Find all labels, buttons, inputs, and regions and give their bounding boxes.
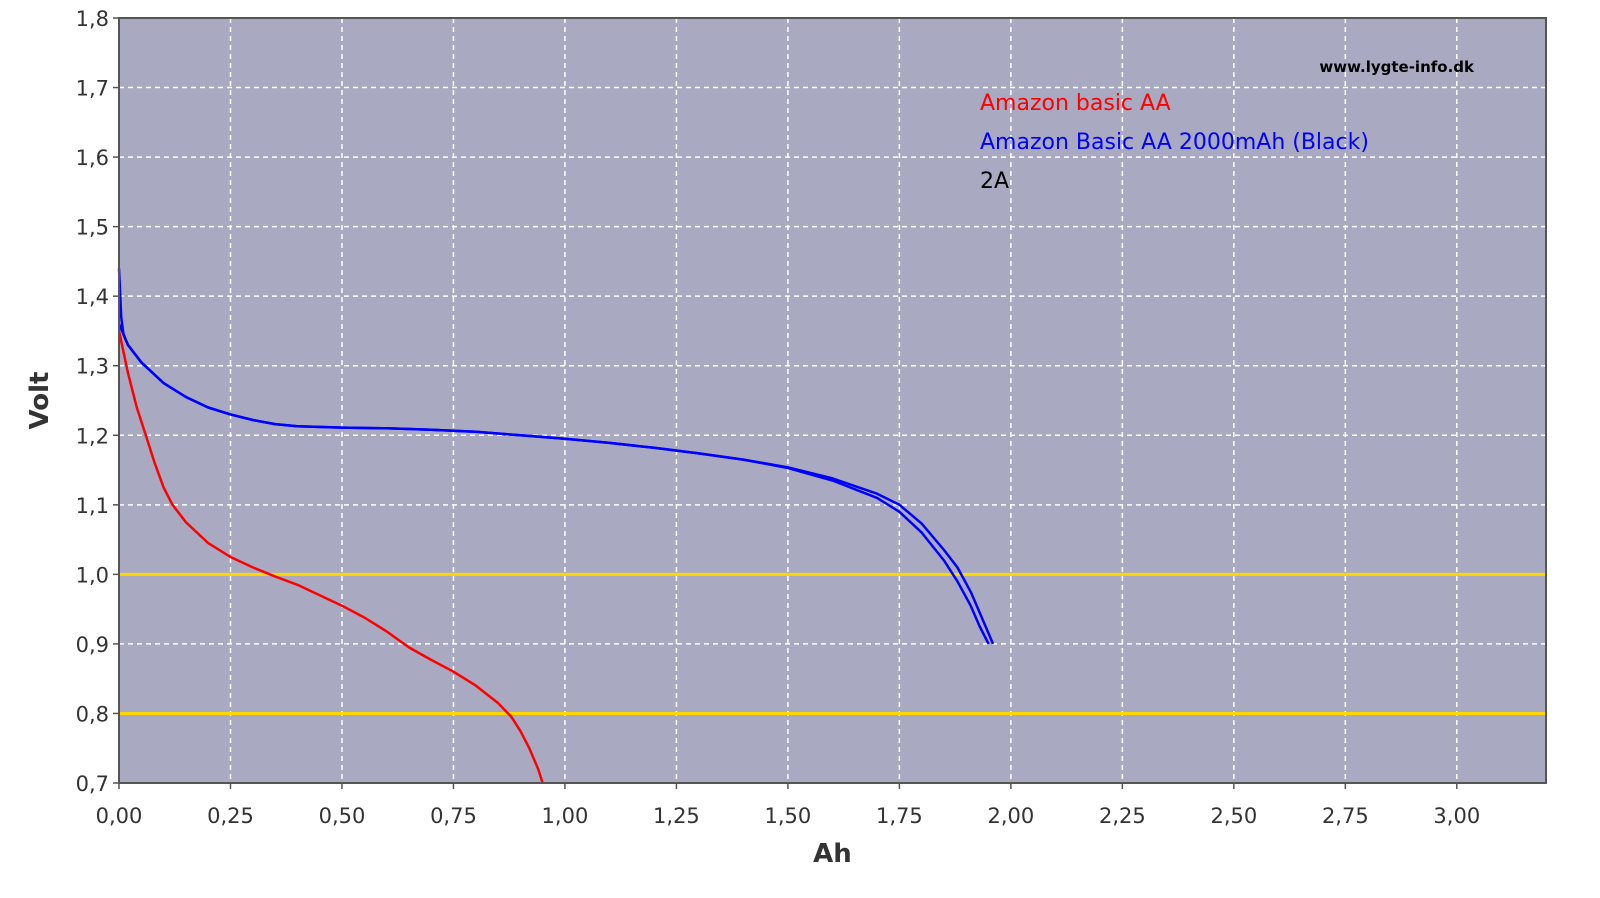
y-tick-label: 0,8 [76,702,109,726]
plot-border [118,17,1547,784]
x-tick-label: 2,50 [1210,804,1257,828]
legend-entry: Amazon Basic AA 2000mAh (Black) [980,130,1369,155]
reference-lines [119,572,1546,715]
x-tick-label: 1,50 [765,804,812,828]
x-tick-label: 1,25 [653,804,700,828]
x-tick-label: 2,75 [1322,804,1369,828]
y-tick-label: 1,5 [76,216,109,240]
y-axis-label: Volt [25,372,55,430]
x-tick-label: 1,75 [876,804,923,828]
legend-entry: Amazon basic AA [980,91,1171,116]
y-tick-label: 1,4 [76,285,109,309]
plot-area [119,18,1546,783]
x-axis-label: Ah [813,839,852,869]
series-line-1 [117,330,544,784]
x-tick-label: 2,00 [987,804,1034,828]
y-tick-label: 1,3 [76,355,109,379]
x-tick-label: 3,00 [1433,804,1480,828]
x-tick-label: 2,25 [1099,804,1146,828]
y-tick-label: 1,1 [76,494,109,518]
y-tick-label: 0,9 [76,633,109,657]
legend-entry: 2A [980,169,1009,194]
y-tick-label: 1,6 [76,146,109,170]
y-tick-label: 1,7 [76,77,109,101]
x-tick-label: 1,00 [542,804,589,828]
y-tick-label: 0,7 [76,772,109,796]
x-tick-label: 0,00 [96,804,143,828]
watermark: www.lygte-info.dk [1319,58,1475,76]
legend: Amazon basic AA Amazon Basic AA 2000mAh (… [980,91,1369,194]
y-tick-label: 1,8 [76,7,109,31]
y-tick-label: 1,0 [76,563,109,587]
y-tick-label: 1,2 [76,424,109,448]
y-axis-ticks: 0,7 0,8 0,9 1,0 1,1 1,2 1,3 1,4 1,5 1,6 1,7 1,8 [76,7,119,796]
x-tick-label: 0,25 [207,804,254,828]
x-axis-ticks: 0,00 0,25 0,50 0,75 1,00 1,25 1,50 1,75 2,00 2,25… [96,783,1480,828]
x-tick-label: 0,75 [430,804,477,828]
series-line-3 [117,323,995,645]
series-lines [117,268,995,784]
x-tick-label: 0,50 [319,804,366,828]
